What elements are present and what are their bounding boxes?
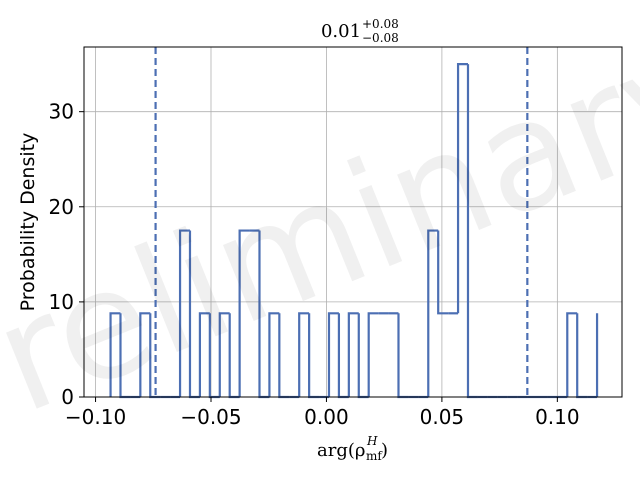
histogram-bin-47 — [576, 313, 588, 399]
chart-title-subscript: −0.08 — [362, 31, 399, 45]
histogram-bin-33 — [437, 230, 449, 315]
histogram-bin-7 — [178, 229, 190, 397]
histogram-bin-24 — [347, 312, 359, 397]
x-axis-label: arg(ρ — [317, 440, 365, 461]
x-tick-label-2: 0.00 — [304, 405, 349, 429]
y-tick-label-0: 0 — [61, 385, 74, 409]
histogram-bin-25 — [357, 313, 369, 399]
histogram-bin-11 — [218, 312, 230, 397]
histogram-bin-22 — [327, 312, 339, 397]
x-tick-label-1: −0.05 — [180, 405, 241, 429]
plot-frame — [83, 46, 623, 398]
y-tick-label-2: 20 — [49, 195, 74, 219]
x-axis-label-close: ) — [381, 440, 388, 461]
x-tick-label-0: −0.10 — [65, 405, 126, 429]
histogram-bin-19 — [298, 312, 310, 397]
x-tick-label-4: 0.10 — [535, 405, 580, 429]
x-axis-label-superscript: H — [366, 434, 378, 448]
y-axis-label: Probability Density — [17, 133, 39, 312]
histogram-bin-46 — [566, 312, 578, 397]
histogram-bin-32 — [427, 229, 439, 397]
chart-title: 0.01 — [321, 21, 361, 42]
y-tick-label-1: 10 — [49, 290, 74, 314]
x-axis: −0.10 −0.05 0.00 0.05 0.10 — [65, 397, 580, 429]
histogram-bin-0 — [109, 312, 121, 397]
histogram-bin-26 — [367, 312, 379, 397]
x-tick-label-3: 0.05 — [420, 405, 465, 429]
x-axis-label-subscript: mf — [366, 449, 383, 463]
y-axis: 0 10 20 30 — [49, 100, 84, 409]
histogram-bin-29 — [397, 313, 409, 399]
histogram-bin-3 — [139, 312, 151, 397]
y-tick-label-3: 30 — [49, 100, 74, 124]
histogram-bin-16 — [268, 312, 280, 397]
quantile-lines — [154, 47, 529, 397]
histogram-bin-23 — [337, 313, 349, 399]
histogram-bin-13 — [238, 229, 250, 397]
chart-title-superscript: +0.08 — [362, 17, 399, 31]
histogram-bin-35 — [456, 63, 468, 314]
histogram-bin-9 — [198, 312, 210, 397]
